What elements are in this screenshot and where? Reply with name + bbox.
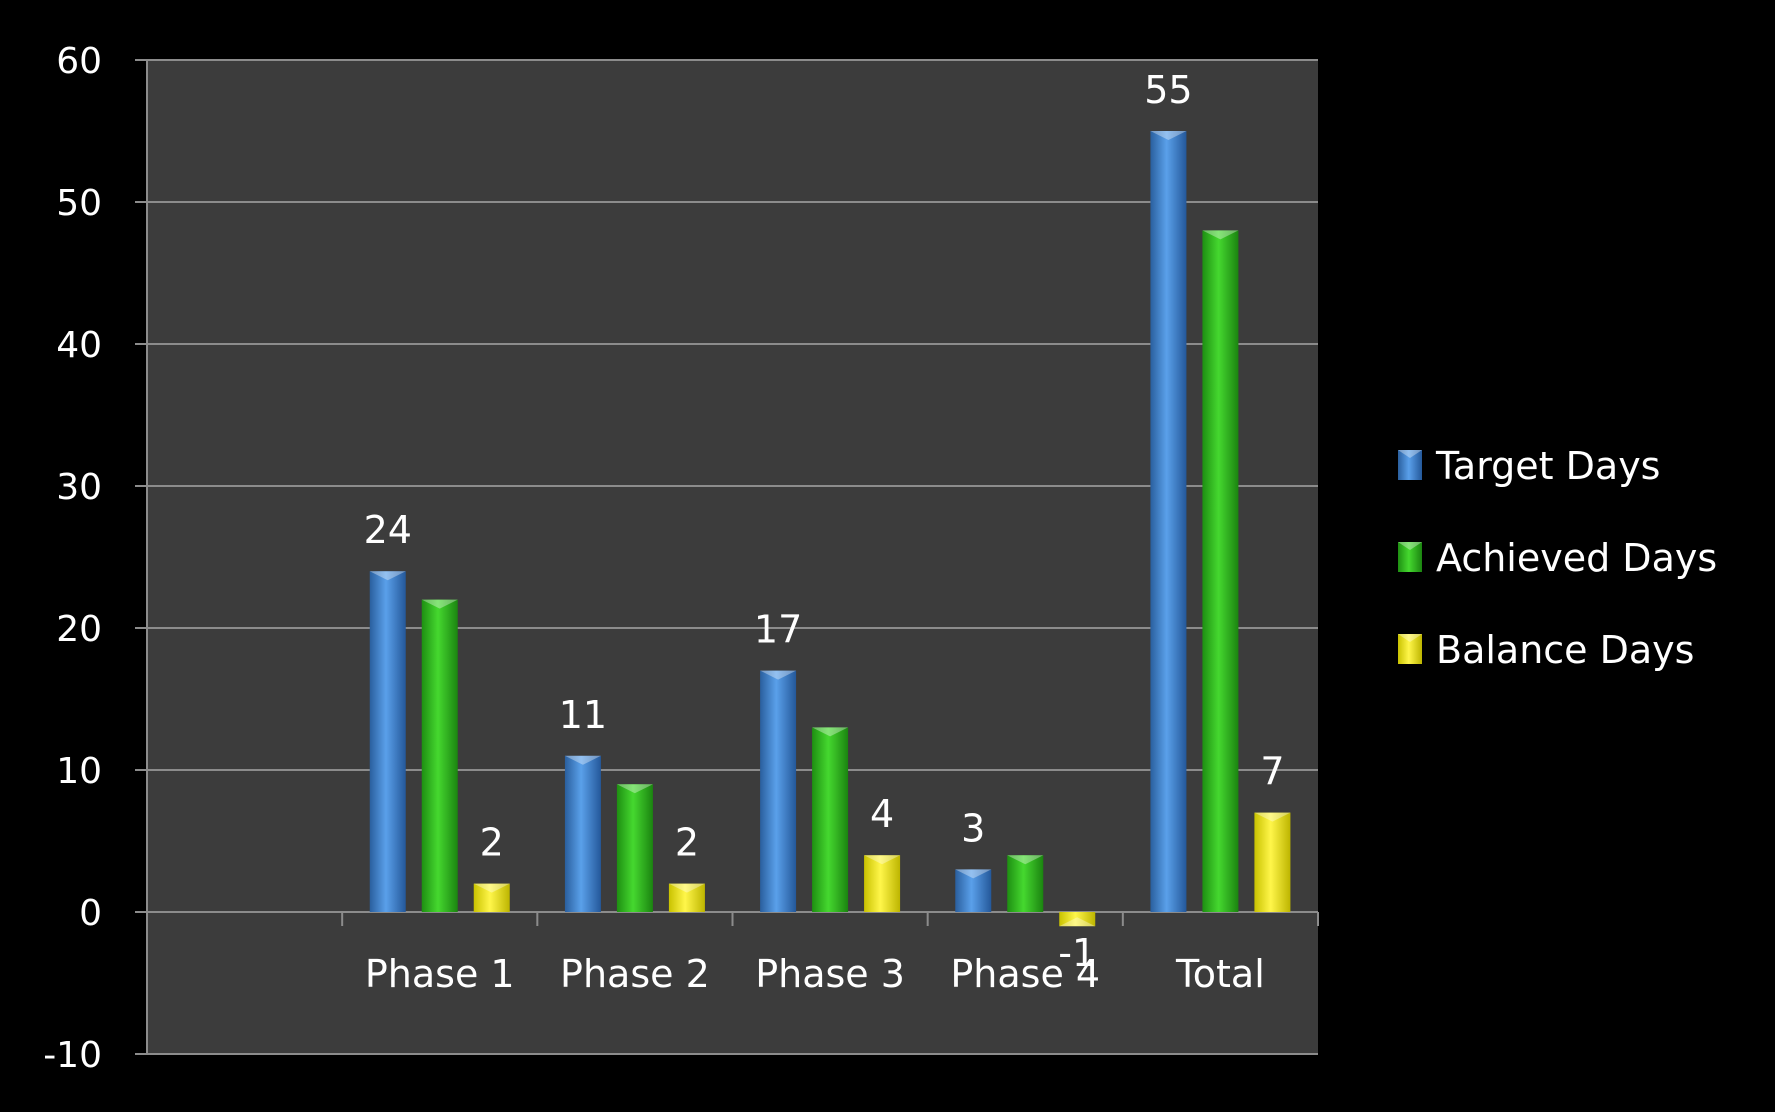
bar-body — [369, 571, 406, 912]
bar-cap — [1254, 812, 1291, 822]
bar-cap — [864, 855, 901, 865]
x-tick-label: Phase 2 — [560, 952, 710, 996]
y-tick-label: 10 — [56, 751, 102, 792]
bar-achieved-days — [421, 599, 458, 912]
bar-cap — [955, 869, 992, 879]
bar-achieved-days — [1202, 230, 1239, 912]
y-tick-label: 30 — [56, 467, 102, 508]
bar-achieved-days — [812, 727, 849, 912]
bar-body — [1254, 812, 1291, 912]
bar-body — [473, 883, 510, 912]
bar-body — [1202, 230, 1239, 912]
bar-cap — [812, 727, 849, 737]
data-label: -1 — [1058, 931, 1096, 975]
legend-swatch — [1398, 634, 1422, 664]
data-label: 3 — [961, 806, 985, 850]
legend-label: Achieved Days — [1436, 536, 1717, 580]
bar-cap — [369, 571, 406, 581]
legend-label: Target Days — [1435, 444, 1660, 488]
bar-body — [421, 599, 458, 912]
data-label: 4 — [870, 792, 894, 836]
bar-body — [616, 784, 653, 912]
bar-cap — [1150, 131, 1187, 140]
bar-target-days — [955, 869, 992, 912]
bar-cap — [564, 755, 601, 765]
x-tick-label: Phase 4 — [950, 952, 1100, 996]
bar-body — [955, 869, 992, 912]
bar-cap — [421, 599, 458, 609]
y-tick-label: 20 — [56, 609, 102, 650]
bar-cap — [473, 883, 510, 893]
bar-cap — [616, 784, 653, 794]
bar-body — [760, 670, 797, 912]
legend-label: Balance Days — [1436, 628, 1694, 672]
y-tick-label: 50 — [56, 183, 102, 224]
bar-target-days — [369, 571, 406, 912]
axes: -10 0 10 20 30 40 50 60 Phase 1 Phase 2 Phase 3 Pha… — [43, 41, 1319, 1076]
bar-body — [1150, 131, 1187, 912]
bar-body — [1007, 855, 1044, 912]
bar-cap — [1059, 917, 1096, 927]
bar-cap — [760, 670, 797, 680]
x-tick-label: Phase 1 — [365, 952, 515, 996]
bar-cap — [668, 883, 705, 893]
data-label: 2 — [480, 821, 504, 865]
legend-swatch — [1398, 450, 1422, 480]
bar-target-days — [1150, 131, 1187, 912]
legend-item: Achieved Days — [1398, 536, 1717, 580]
data-label: 7 — [1260, 750, 1284, 794]
bars — [369, 131, 1291, 927]
legend-swatch — [1398, 542, 1422, 572]
bar-cap — [1202, 230, 1239, 240]
legend-swatch-cap — [1398, 450, 1422, 458]
data-label: 2 — [675, 821, 699, 865]
bar-body — [668, 883, 705, 912]
data-label: 24 — [364, 508, 412, 552]
bar-balance-days — [668, 883, 705, 912]
data-label: 55 — [1144, 68, 1192, 112]
bar-balance-days — [1254, 812, 1291, 912]
data-label: 11 — [559, 693, 607, 737]
bar-target-days — [564, 755, 601, 912]
legend-item: Balance Days — [1398, 628, 1694, 672]
bar-body — [812, 727, 849, 912]
bar-body — [1059, 912, 1096, 927]
legend-swatch-cap — [1398, 634, 1422, 642]
bar-balance-days — [864, 855, 901, 912]
plot-area — [147, 60, 1318, 1054]
legend-swatch-cap — [1398, 542, 1422, 550]
x-tick-label: Phase 3 — [755, 952, 905, 996]
gridlines — [135, 59, 1318, 1055]
bar-balance-days — [473, 883, 510, 912]
bar-achieved-days — [616, 784, 653, 912]
x-tick-label: Total — [1175, 952, 1265, 996]
legend-item: Target Days — [1398, 444, 1660, 488]
y-tick-label: 0 — [79, 893, 102, 934]
y-tick-label: 40 — [56, 325, 102, 366]
y-tick-label: -10 — [43, 1035, 102, 1076]
bar-body — [864, 855, 901, 912]
legend: Target Days Achieved Days Balance Days — [1398, 444, 1717, 672]
bar-cap — [1007, 855, 1044, 865]
y-tick-label: 60 — [56, 41, 102, 82]
bar-body — [564, 755, 601, 912]
bar-target-days — [760, 670, 797, 912]
bar-achieved-days — [1007, 855, 1044, 912]
data-label: 17 — [754, 608, 802, 652]
bar-balance-days — [1059, 912, 1096, 927]
